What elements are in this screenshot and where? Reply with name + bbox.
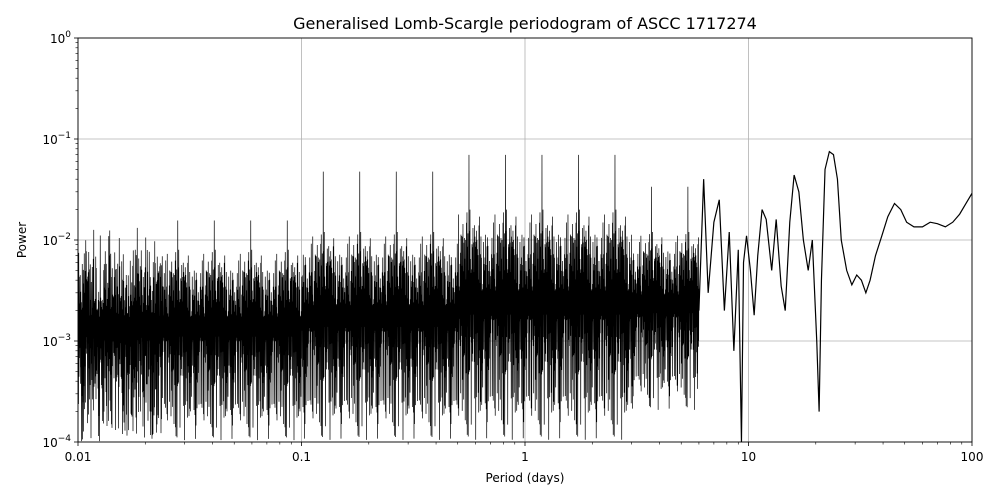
y-tick-label: 10−4: [42, 434, 71, 450]
x-axis-label: Period (days): [486, 471, 565, 485]
periodogram-series-line: [698, 150, 972, 442]
y-tick-exponent: −1: [58, 131, 71, 141]
x-tick-label: 0.01: [65, 450, 92, 464]
y-tick-label: 10−3: [42, 333, 71, 349]
plot-area: [78, 150, 972, 442]
y-tick-base: 10: [42, 335, 57, 349]
y-tick-label: 100: [50, 30, 71, 46]
y-tick-label: 10−1: [42, 131, 71, 147]
y-tick-label: 10−2: [42, 232, 71, 248]
chart-title: Generalised Lomb-Scargle periodogram of …: [293, 14, 757, 33]
y-tick-exponent: 0: [65, 30, 71, 40]
x-tick-label: 1: [521, 450, 529, 464]
y-tick-exponent: −3: [58, 333, 71, 343]
y-tick-base: 10: [50, 32, 65, 46]
y-tick-exponent: −2: [58, 232, 71, 242]
y-axis-label: Power: [15, 222, 29, 258]
y-tick-exponent: −4: [58, 434, 72, 444]
y-tick-base: 10: [42, 436, 57, 450]
y-tick-base: 10: [42, 133, 57, 147]
periodogram-noise-trace: [78, 154, 700, 442]
x-axis-ticks: 0.01 0.1 1 10 100: [65, 442, 984, 464]
x-tick-label: 100: [961, 450, 984, 464]
x-tick-label: 0.1: [292, 450, 311, 464]
x-tick-label: 10: [741, 450, 756, 464]
y-tick-base: 10: [42, 234, 57, 248]
